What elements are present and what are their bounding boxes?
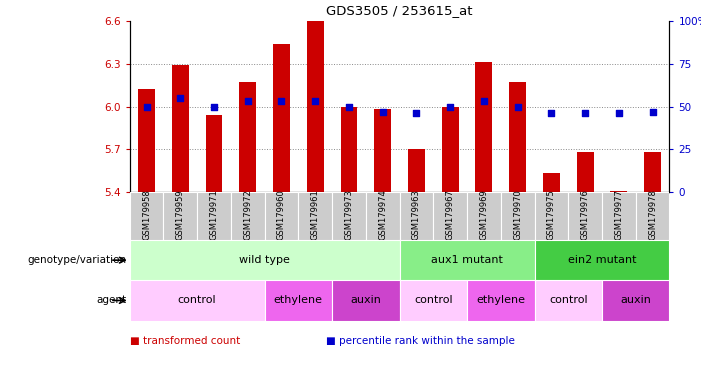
Bar: [366, 192, 400, 240]
Bar: [341, 107, 358, 192]
Bar: [501, 192, 535, 240]
Bar: [138, 89, 155, 192]
Text: genotype/variation: genotype/variation: [27, 255, 126, 265]
Bar: [400, 192, 433, 240]
Point: [478, 98, 489, 104]
Bar: [543, 174, 560, 192]
Point: [411, 110, 422, 116]
Bar: [644, 152, 661, 192]
Text: ethylene: ethylene: [476, 295, 525, 306]
Text: ■ percentile rank within the sample: ■ percentile rank within the sample: [326, 336, 515, 346]
Bar: [636, 192, 669, 240]
Bar: [197, 192, 231, 240]
Text: aux1 mutant: aux1 mutant: [431, 255, 503, 265]
Bar: [611, 190, 627, 192]
Bar: [130, 192, 163, 240]
Text: GSM179975: GSM179975: [547, 190, 556, 240]
Bar: [577, 152, 594, 192]
Bar: [307, 21, 324, 192]
Text: GSM179978: GSM179978: [648, 190, 657, 240]
Bar: [467, 280, 535, 321]
Point: [141, 104, 152, 110]
Text: GSM179973: GSM179973: [344, 190, 353, 240]
Point: [546, 110, 557, 116]
Bar: [535, 240, 669, 280]
Bar: [475, 63, 492, 192]
Bar: [299, 192, 332, 240]
Bar: [467, 192, 501, 240]
Bar: [130, 240, 400, 280]
Point: [242, 98, 253, 104]
Text: wild type: wild type: [239, 255, 290, 265]
Bar: [332, 192, 366, 240]
Bar: [265, 192, 299, 240]
Text: GSM179972: GSM179972: [243, 190, 252, 240]
Point: [613, 110, 625, 116]
Bar: [602, 192, 636, 240]
Text: control: control: [414, 295, 453, 306]
Text: GSM179963: GSM179963: [412, 190, 421, 240]
Bar: [442, 107, 458, 192]
Bar: [569, 192, 602, 240]
Point: [276, 98, 287, 104]
Bar: [172, 65, 189, 192]
Text: auxin: auxin: [620, 295, 651, 306]
Point: [580, 110, 591, 116]
Point: [208, 104, 219, 110]
Text: ein2 mutant: ein2 mutant: [568, 255, 637, 265]
Text: GSM179976: GSM179976: [580, 190, 590, 240]
Point: [343, 104, 355, 110]
Bar: [433, 192, 467, 240]
Bar: [509, 82, 526, 192]
Text: agent: agent: [96, 295, 126, 306]
Point: [310, 98, 321, 104]
Text: GSM179970: GSM179970: [513, 190, 522, 240]
Text: GSM179969: GSM179969: [479, 190, 489, 240]
Bar: [205, 115, 222, 192]
Text: control: control: [549, 295, 587, 306]
Point: [175, 95, 186, 101]
Text: ethylene: ethylene: [274, 295, 323, 306]
Bar: [265, 280, 332, 321]
Point: [444, 104, 456, 110]
Bar: [239, 82, 256, 192]
Bar: [163, 192, 197, 240]
Bar: [400, 240, 535, 280]
Text: ■ transformed count: ■ transformed count: [130, 336, 240, 346]
Text: GSM179967: GSM179967: [446, 190, 455, 240]
Text: GSM179971: GSM179971: [210, 190, 219, 240]
Text: GSM179961: GSM179961: [311, 190, 320, 240]
Text: GSM179959: GSM179959: [176, 190, 185, 240]
Bar: [602, 280, 669, 321]
Bar: [400, 280, 467, 321]
Bar: [374, 109, 391, 192]
Text: GDS3505 / 253615_at: GDS3505 / 253615_at: [327, 4, 472, 17]
Text: GSM179960: GSM179960: [277, 190, 286, 240]
Text: control: control: [178, 295, 217, 306]
Bar: [273, 44, 290, 192]
Point: [647, 109, 658, 115]
Bar: [231, 192, 265, 240]
Bar: [130, 280, 265, 321]
Bar: [408, 149, 425, 192]
Text: auxin: auxin: [350, 295, 381, 306]
Text: GSM179974: GSM179974: [379, 190, 387, 240]
Bar: [535, 192, 569, 240]
Text: GSM179977: GSM179977: [614, 190, 623, 240]
Bar: [332, 280, 400, 321]
Bar: [535, 280, 602, 321]
Point: [377, 109, 388, 115]
Text: GSM179958: GSM179958: [142, 190, 151, 240]
Point: [512, 104, 523, 110]
